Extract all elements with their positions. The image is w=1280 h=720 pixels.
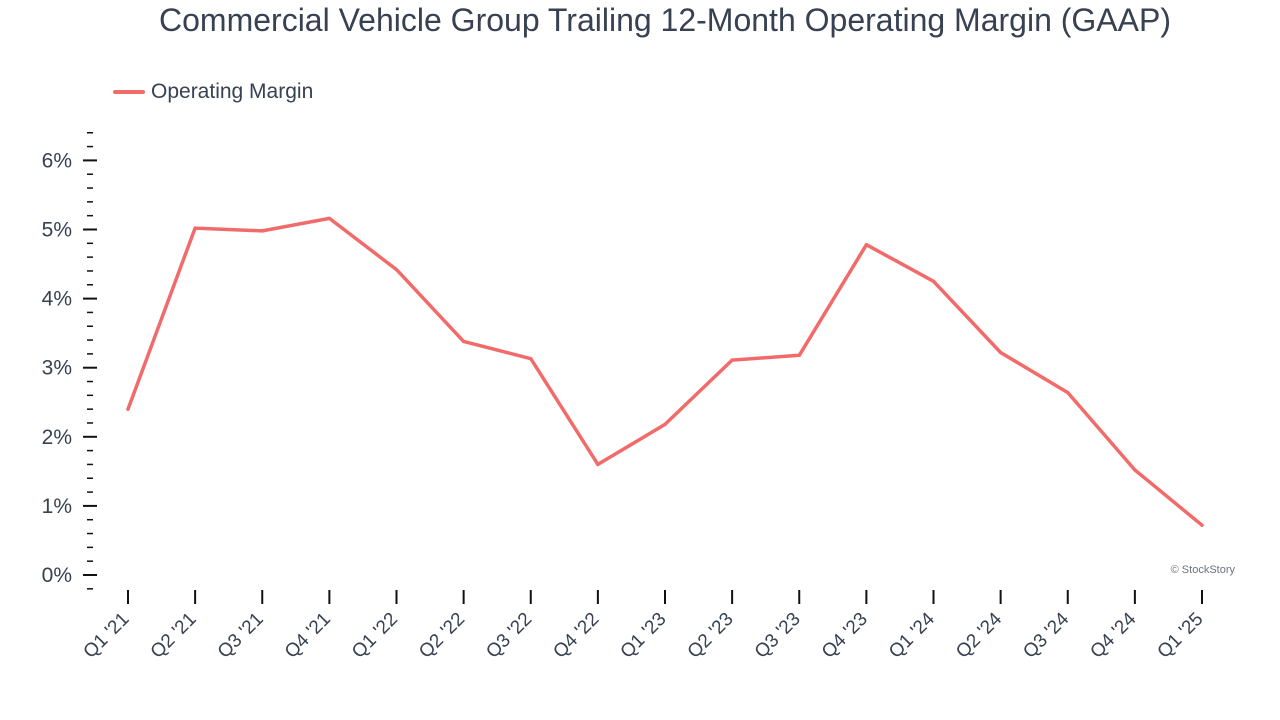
data-point bbox=[931, 279, 936, 284]
y-tick-label: 2% bbox=[42, 426, 72, 449]
x-tick-label: Q4 '24 bbox=[1086, 608, 1140, 662]
x-tick-label: Q3 '23 bbox=[751, 609, 805, 663]
y-tick-label: 1% bbox=[42, 495, 72, 518]
x-axis: Q1 '21 Q2 '21 Q3 '21 Q4 '21 Q1 '22 Q2 '22 Q3 '… bbox=[80, 590, 1208, 663]
x-tick-label: Q1 '22 bbox=[348, 609, 402, 663]
y-axis: 0% 1% 2% 3% 4% 5% 6% bbox=[42, 132, 97, 590]
x-tick-label: Q3 '22 bbox=[482, 609, 536, 663]
x-tick-label: Q4 '21 bbox=[281, 609, 335, 663]
y-tick-label: 3% bbox=[42, 357, 72, 380]
data-point bbox=[1133, 468, 1137, 472]
x-tick-label: Q3 '21 bbox=[214, 609, 268, 663]
y-tick-label: 0% bbox=[42, 564, 72, 587]
x-tick-label: Q2 '23 bbox=[684, 609, 738, 663]
data-point bbox=[529, 357, 533, 361]
y-tick-label: 4% bbox=[42, 288, 72, 311]
legend-swatch bbox=[113, 90, 145, 94]
x-tick-label: Q2 '24 bbox=[952, 608, 1006, 662]
x-tick-label: Q3 '24 bbox=[1019, 608, 1073, 662]
data-point bbox=[461, 339, 466, 344]
data-point bbox=[1066, 390, 1070, 395]
data-point bbox=[193, 226, 197, 230]
data-point bbox=[730, 358, 734, 362]
data-point bbox=[864, 243, 869, 247]
y-tick-label: 6% bbox=[42, 149, 72, 172]
legend: Operating Margin bbox=[113, 79, 313, 105]
data-point bbox=[394, 267, 399, 272]
data-point bbox=[327, 216, 332, 221]
series-group bbox=[126, 216, 1204, 527]
data-point bbox=[663, 422, 667, 427]
data-point bbox=[797, 353, 801, 357]
data-point bbox=[998, 350, 1003, 355]
data-point bbox=[260, 229, 264, 233]
data-point bbox=[1200, 523, 1204, 527]
x-tick-label: Q4 '22 bbox=[549, 609, 603, 663]
data-point bbox=[126, 407, 130, 411]
credit-text: © StockStory bbox=[1170, 564, 1235, 576]
data-point bbox=[596, 462, 600, 467]
x-tick-label: Q1 '23 bbox=[617, 609, 671, 663]
x-tick-label: Q2 '22 bbox=[415, 609, 469, 663]
legend-label: Operating Margin bbox=[151, 80, 314, 103]
series-line bbox=[126, 216, 1204, 527]
x-tick-label: Q2 '21 bbox=[147, 609, 201, 663]
y-tick-label: 5% bbox=[42, 219, 72, 242]
x-tick-label: Q1 '25 bbox=[1154, 609, 1208, 663]
x-tick-label: Q1 '21 bbox=[80, 609, 134, 663]
chart-title: Commercial Vehicle Group Trailing 12-Mon… bbox=[159, 2, 1171, 38]
x-tick-label: Q1 '24 bbox=[885, 608, 939, 662]
x-tick-label: Q4 '23 bbox=[818, 609, 872, 663]
